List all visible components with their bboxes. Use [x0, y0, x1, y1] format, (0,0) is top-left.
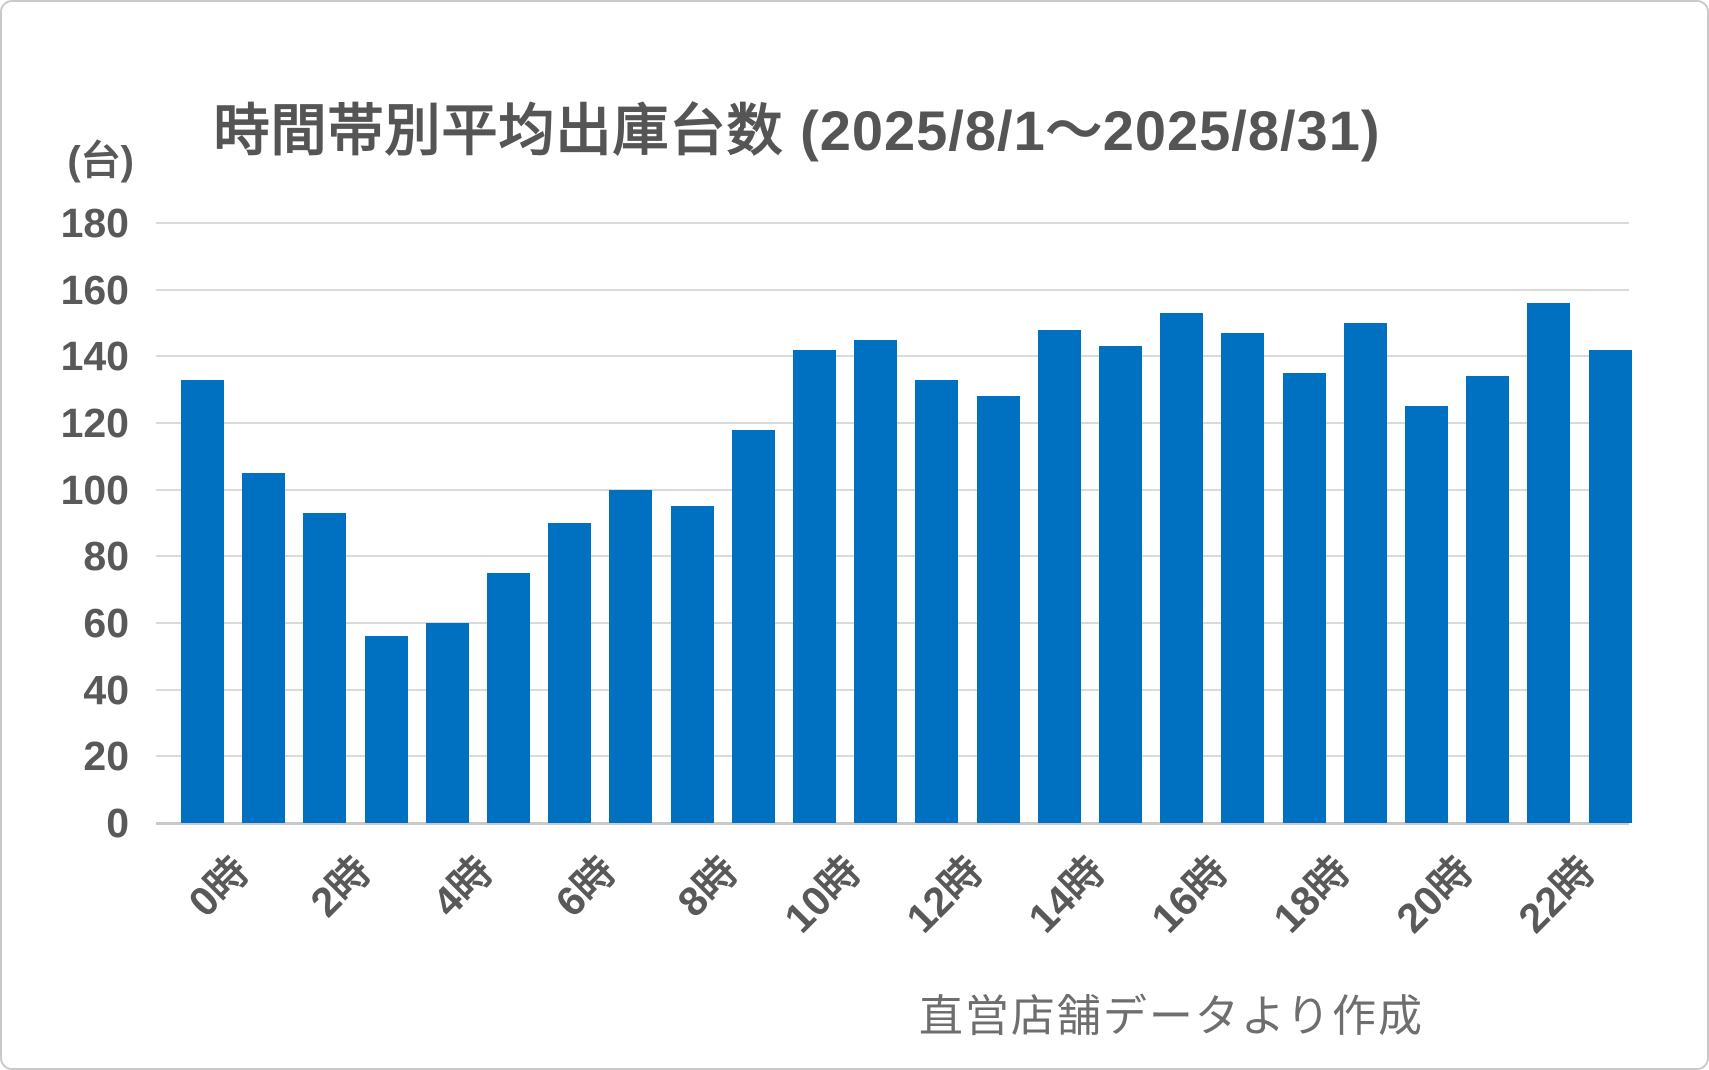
bar-hour-2: [303, 513, 346, 823]
y-tick-label-80: 80: [83, 533, 129, 580]
bar-hour-16: [1160, 313, 1203, 823]
source-note: 直営店舗データより作成: [918, 992, 1424, 1041]
y-axis-unit-label: (台): [67, 139, 134, 183]
y-tick-label-180: 180: [60, 200, 129, 246]
gridline-40: [172, 688, 1629, 691]
bar-hour-1: [242, 473, 285, 823]
gridline-140: [172, 355, 1629, 358]
bar-hour-8: [671, 506, 714, 823]
bar-hour-3: [365, 636, 408, 823]
y-axis-tick-120: [156, 422, 172, 424]
x-axis-line: [156, 822, 1629, 825]
y-tick-label-60: 60: [83, 600, 129, 646]
gridline-100: [172, 488, 1629, 491]
gridline-60: [172, 622, 1629, 624]
bar-hour-19: [1344, 323, 1387, 823]
y-axis-tick-40: [156, 688, 172, 691]
gridline-180: [172, 222, 1629, 224]
bar-hour-11: [854, 339, 897, 823]
bar-hour-15: [1099, 346, 1142, 823]
bar-hour-20: [1405, 406, 1448, 823]
chart-title: 時間帯別平均出庫台数 (2025/8/1～2025/8/31): [213, 99, 1381, 162]
bar-hour-17: [1221, 333, 1264, 823]
y-tick-label-20: 20: [83, 733, 129, 780]
y-axis-tick-60: [156, 622, 172, 624]
bar-hour-9: [732, 429, 775, 823]
y-tick-label-100: 100: [60, 466, 129, 513]
y-axis-tick-20: [156, 755, 172, 758]
bar-hour-12: [915, 379, 958, 823]
bar-hour-4: [426, 623, 469, 823]
bar-hour-18: [1283, 373, 1326, 823]
y-axis-tick-80: [156, 555, 172, 558]
y-tick-label-40: 40: [83, 666, 129, 713]
y-tick-label-0: 0: [106, 800, 129, 846]
y-tick-label-120: 120: [60, 400, 129, 446]
y-axis-tick-160: [156, 288, 172, 291]
y-axis-tick-100: [156, 488, 172, 491]
bar-hour-13: [977, 396, 1020, 823]
gridline-20: [172, 755, 1629, 758]
bar-hour-23: [1589, 349, 1632, 823]
bar-hour-21: [1466, 376, 1509, 823]
bar-hour-14: [1038, 329, 1081, 823]
bar-hour-10: [793, 349, 836, 823]
gridline-80: [172, 555, 1629, 558]
gridline-120: [172, 422, 1629, 424]
y-tick-label-160: 160: [60, 266, 129, 313]
y-axis-tick-140: [156, 355, 172, 358]
y-axis-tick-180: [156, 222, 172, 224]
bar-hour-0: [181, 379, 224, 823]
bar-hour-22: [1527, 303, 1570, 823]
y-tick-label-140: 140: [60, 333, 129, 380]
bar-hour-7: [609, 489, 652, 823]
gridline-160: [172, 288, 1629, 291]
bar-hour-6: [548, 523, 591, 823]
bar-hour-5: [487, 573, 530, 823]
